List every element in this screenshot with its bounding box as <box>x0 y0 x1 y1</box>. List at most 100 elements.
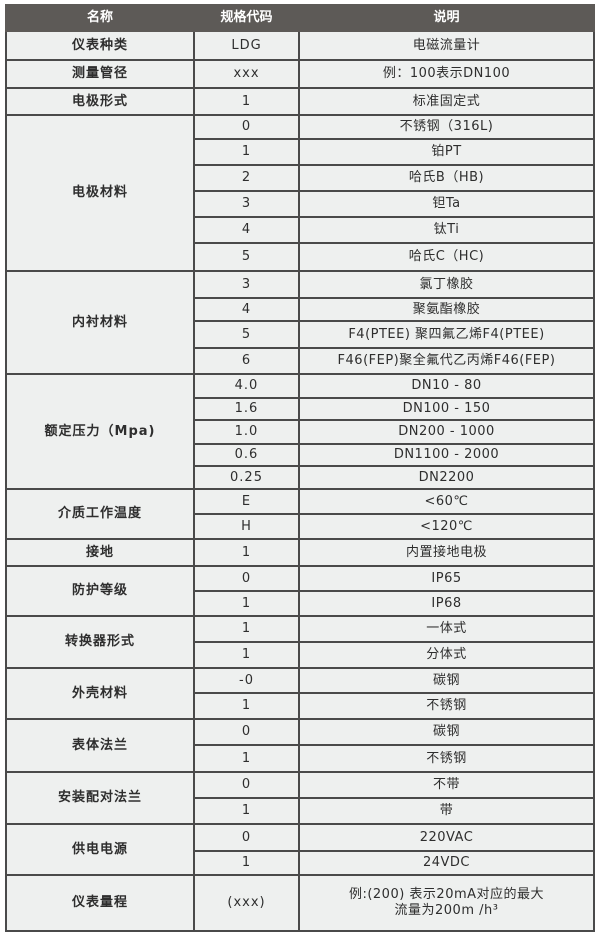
spec-description: 24VDC <box>298 850 595 876</box>
spec-description: 聚氨酯橡胶 <box>298 297 595 322</box>
table-row: 接地 1 内置接地电极 <box>5 538 595 567</box>
spec-code: 2 <box>193 164 300 192</box>
row-name: 外壳材料 <box>5 667 195 720</box>
table-row: 1 不锈钢 <box>6 744 595 773</box>
spec-description: 哈氏B（HB) <box>298 164 595 192</box>
spec-description: 氯丁橡胶 <box>298 270 595 299</box>
spec-code: 6 <box>193 347 300 375</box>
table-row: 1.0 DN200 - 1000 <box>6 419 595 445</box>
spec-code: 4.0 <box>193 373 300 399</box>
spec-description: DN2200 <box>298 465 595 490</box>
spec-description: DN10 - 80 <box>298 373 595 399</box>
spec-code: 0.25 <box>193 465 300 490</box>
spec-description: 例:(200) 表示20mA对应的最大 流量为200m /h³ <box>298 874 595 932</box>
table-row: 1 铂PT <box>6 138 595 166</box>
description-line: 流量为200m /h³ <box>394 903 499 918</box>
spec-code: 4 <box>193 216 300 244</box>
row-name: 测量管径 <box>5 59 195 89</box>
table-row: 4 钛Ti <box>6 216 595 244</box>
row-name: 额定压力（Mpa) <box>5 373 195 490</box>
spec-description: 哈氏C（HC) <box>298 242 595 272</box>
spec-description: 碳钢 <box>298 718 595 746</box>
spec-description: <60℃ <box>298 488 595 515</box>
spec-code: 5 <box>193 320 300 349</box>
table-row: 外壳材料 -0 碳钢 <box>5 667 595 720</box>
spec-code: H <box>193 513 300 540</box>
spec-table: 名称 规格代码 说明 仪表种类 LDG 电磁流量计 测量管径 xxx 例：100表示DN1… <box>5 4 595 932</box>
spec-description: 带 <box>298 797 595 825</box>
spec-code: 1 <box>193 138 300 166</box>
spec-description: 标准固定式 <box>298 87 595 116</box>
header-code: 规格代码 <box>193 4 300 32</box>
table-row: 0.6 DN1100 - 2000 <box>6 443 595 467</box>
table-row: 仪表种类 LDG 电磁流量计 <box>5 30 595 61</box>
table-header-row: 名称 规格代码 说明 <box>5 4 595 32</box>
row-name: 供电电源 <box>5 823 195 876</box>
spec-code: LDG <box>193 30 300 61</box>
table-row: 1 不锈钢 <box>6 692 595 720</box>
spec-description: 不锈钢 <box>298 692 595 720</box>
spec-code: -0 <box>193 667 300 694</box>
spec-description: 碳钢 <box>298 667 595 694</box>
spec-code: E <box>193 488 300 515</box>
row-name: 内衬材料 <box>5 270 195 375</box>
description-line: 例:(200) 表示20mA对应的最大 <box>348 887 545 903</box>
row-name: 安装配对法兰 <box>5 771 195 825</box>
spec-description: 内置接地电极 <box>298 538 595 567</box>
table-row: 测量管径 xxx 例：100表示DN100 <box>5 59 595 89</box>
table-row: 防护等级 0 IP65 <box>5 565 595 617</box>
table-row: 0.25 DN2200 <box>6 465 595 490</box>
spec-code: 0 <box>193 114 300 140</box>
table-row: 额定压力（Mpa) 4.0 DN10 - 80 <box>5 373 595 490</box>
spec-description: DN200 - 1000 <box>298 419 595 445</box>
spec-description: 分体式 <box>298 641 595 669</box>
spec-code: 1.6 <box>193 397 300 421</box>
spec-code: 0 <box>193 565 300 592</box>
table-row: 内衬材料 3 氯丁橡胶 <box>5 270 595 375</box>
spec-code: 1 <box>193 615 300 643</box>
table-row: 供电电源 0 220VAC <box>5 823 595 876</box>
row-name: 仪表量程 <box>5 874 195 932</box>
table-row: 介质工作温度 E <60℃ <box>5 488 595 540</box>
spec-description: F46(FEP)聚全氟代乙丙烯F46(FEP) <box>298 347 595 375</box>
spec-description: IP68 <box>298 590 595 617</box>
spec-code: 1 <box>193 850 300 876</box>
row-name: 表体法兰 <box>5 718 195 773</box>
table-row: 电极材料 0 不锈钢（316L) <box>5 114 595 272</box>
table-row: 安装配对法兰 0 不带 <box>5 771 595 825</box>
spec-description: IP65 <box>298 565 595 592</box>
spec-code: 4 <box>193 297 300 322</box>
table-row: 6 F46(FEP)聚全氟代乙丙烯F46(FEP) <box>6 347 595 375</box>
header-desc: 说明 <box>298 4 595 32</box>
table-row: 1 IP68 <box>6 590 595 617</box>
row-name: 仪表种类 <box>5 30 195 61</box>
table-row: 2 哈氏B（HB) <box>6 164 595 192</box>
spec-description: 一体式 <box>298 615 595 643</box>
spec-description: DN100 - 150 <box>298 397 595 421</box>
spec-code: 1 <box>193 797 300 825</box>
spec-code: 0 <box>193 771 300 799</box>
table-row: 表体法兰 0 碳钢 <box>5 718 595 773</box>
row-name: 电极形式 <box>5 87 195 116</box>
spec-code: 0 <box>193 823 300 852</box>
table-row: 转换器形式 1 一体式 <box>5 615 595 669</box>
spec-description: 220VAC <box>298 823 595 852</box>
table-row: 5 F4(PTEE) 聚四氟乙烯F4(PTEE) <box>6 320 595 349</box>
table-row: 3 钽Ta <box>6 190 595 218</box>
table-row: 5 哈氏C（HC) <box>6 242 595 272</box>
table-row: H <120℃ <box>6 513 595 540</box>
table-row: 4 聚氨酯橡胶 <box>6 297 595 322</box>
table-body: 仪表种类 LDG 电磁流量计 测量管径 xxx 例：100表示DN100 电极形式 1 标准固定… <box>5 30 595 932</box>
spec-description: 钛Ti <box>298 216 595 244</box>
table-row: 电极形式 1 标准固定式 <box>5 87 595 116</box>
spec-description: 钽Ta <box>298 190 595 218</box>
spec-code: xxx <box>193 59 300 89</box>
spec-description: 不锈钢 <box>298 744 595 773</box>
spec-code: 1 <box>193 590 300 617</box>
spec-code: 1 <box>193 744 300 773</box>
spec-description: 铂PT <box>298 138 595 166</box>
spec-description: F4(PTEE) 聚四氟乙烯F4(PTEE) <box>298 320 595 349</box>
row-name: 防护等级 <box>5 565 195 617</box>
spec-code: 3 <box>193 270 300 299</box>
